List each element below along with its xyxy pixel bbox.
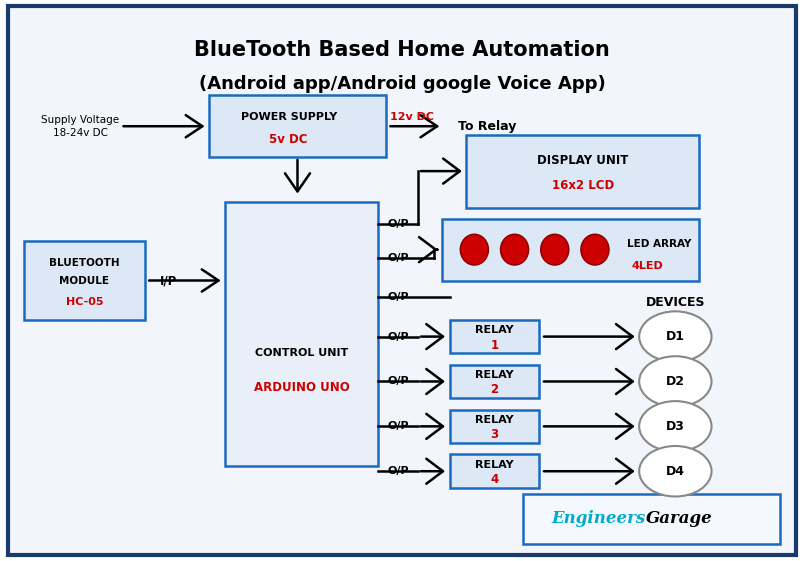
Text: 4: 4 (490, 473, 498, 486)
FancyBboxPatch shape (522, 494, 779, 544)
Text: O/P: O/P (387, 466, 408, 476)
FancyBboxPatch shape (450, 454, 538, 488)
Circle shape (638, 356, 711, 407)
FancyBboxPatch shape (466, 135, 699, 208)
FancyBboxPatch shape (450, 320, 538, 353)
Ellipse shape (580, 234, 609, 265)
Text: O/P: O/P (387, 332, 408, 342)
Text: 12v DC: 12v DC (389, 112, 434, 122)
Text: O/P: O/P (387, 376, 408, 387)
Circle shape (638, 446, 711, 496)
Text: I/P: I/P (160, 274, 177, 287)
Text: D3: D3 (665, 420, 684, 433)
Text: O/P: O/P (387, 292, 408, 302)
Text: Supply Voltage
18-24v DC: Supply Voltage 18-24v DC (41, 114, 120, 138)
FancyBboxPatch shape (450, 365, 538, 398)
Text: Garage: Garage (646, 511, 712, 527)
FancyBboxPatch shape (225, 202, 377, 466)
Ellipse shape (540, 234, 569, 265)
Text: D1: D1 (665, 330, 684, 343)
FancyBboxPatch shape (450, 410, 538, 443)
Text: DISPLAY UNIT: DISPLAY UNIT (536, 154, 628, 167)
Circle shape (638, 311, 711, 362)
Text: DEVICES: DEVICES (645, 296, 704, 310)
Text: 1: 1 (490, 338, 498, 352)
Text: CONTROL UNIT: CONTROL UNIT (255, 348, 348, 358)
Text: HC-05: HC-05 (66, 297, 103, 307)
Text: 16x2 LCD: 16x2 LCD (551, 179, 613, 192)
Text: Engineers: Engineers (551, 511, 646, 527)
Text: MODULE: MODULE (59, 275, 109, 286)
Text: POWER SUPPLY: POWER SUPPLY (240, 112, 336, 122)
Text: RELAY: RELAY (475, 415, 513, 425)
Text: LED ARRAY: LED ARRAY (626, 239, 691, 249)
Text: BlueTooth Based Home Automation: BlueTooth Based Home Automation (194, 40, 609, 61)
Text: RELAY: RELAY (475, 370, 513, 380)
Text: D4: D4 (665, 465, 684, 478)
Text: 4LED: 4LED (630, 261, 662, 272)
Text: (Android app/Android google Voice App): (Android app/Android google Voice App) (198, 75, 605, 93)
Circle shape (638, 401, 711, 452)
Text: BLUETOOTH: BLUETOOTH (49, 258, 120, 268)
Text: 3: 3 (490, 428, 498, 442)
Text: O/P: O/P (387, 253, 408, 263)
Text: RELAY: RELAY (475, 459, 513, 470)
Text: D2: D2 (665, 375, 684, 388)
Ellipse shape (459, 234, 488, 265)
FancyBboxPatch shape (209, 95, 385, 157)
Text: 5v DC: 5v DC (269, 134, 308, 146)
Text: ARDUINO UNO: ARDUINO UNO (253, 380, 349, 394)
FancyBboxPatch shape (442, 219, 699, 280)
Text: RELAY: RELAY (475, 325, 513, 335)
Text: O/P: O/P (387, 219, 408, 229)
FancyBboxPatch shape (8, 6, 795, 555)
Text: 2: 2 (490, 383, 498, 397)
Text: O/P: O/P (387, 421, 408, 431)
FancyBboxPatch shape (24, 241, 145, 320)
Ellipse shape (499, 234, 528, 265)
Text: To Relay: To Relay (458, 119, 516, 133)
